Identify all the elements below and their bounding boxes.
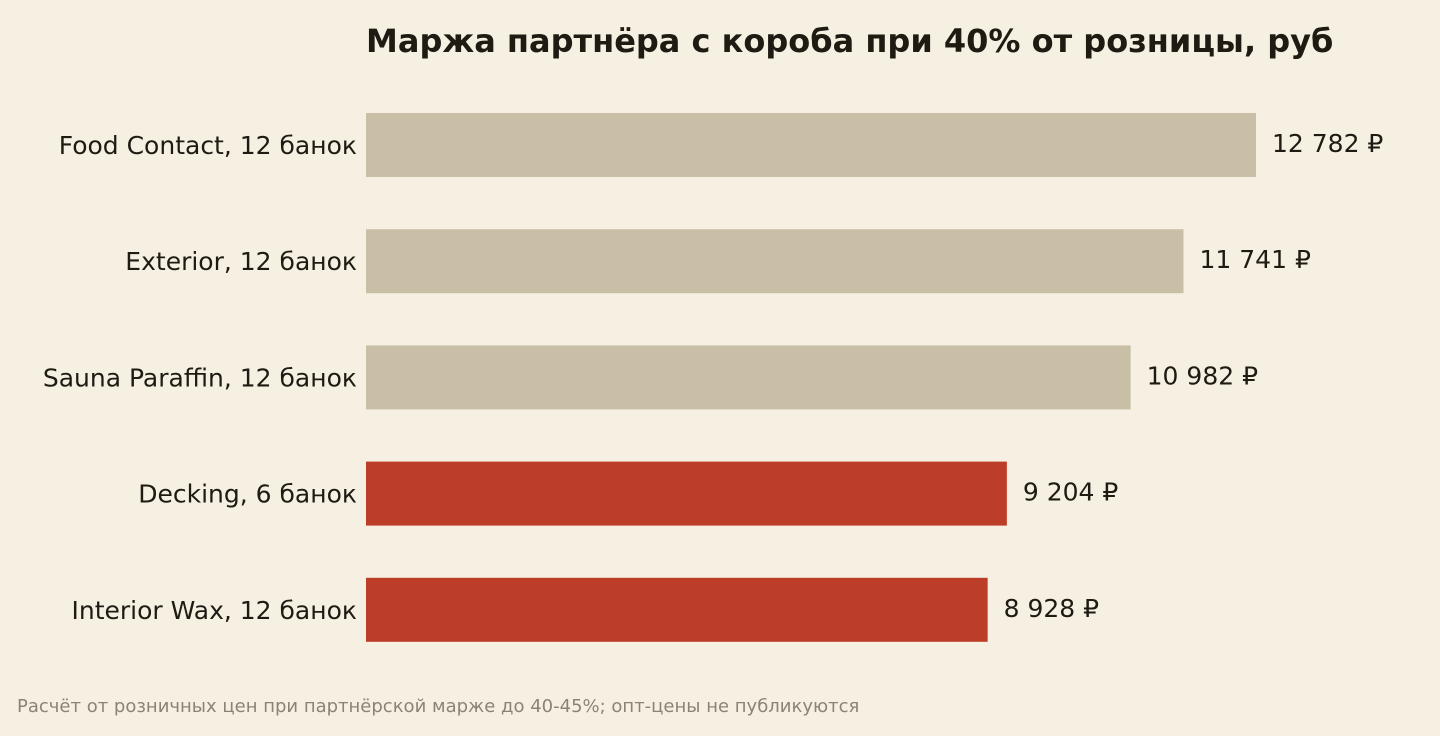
- bar-2: [366, 229, 1184, 294]
- category-label-3: Sauna Paraffin, 12 банок: [43, 363, 357, 392]
- category-label-1: Food Contact, 12 банок: [59, 131, 357, 160]
- bar-1: [366, 113, 1256, 177]
- value-label-5: 8 928 ₽: [1004, 594, 1100, 623]
- value-label-4: 9 204 ₽: [1023, 478, 1119, 507]
- bar-3: [366, 345, 1131, 410]
- bar-4: [366, 461, 1007, 526]
- category-label-2: Exterior, 12 банок: [125, 247, 357, 276]
- value-labels-group: 12 782 ₽ 11 741 ₽ 10 982 ₽ 9 204 ₽ 8 928 ₽: [1004, 129, 1384, 623]
- value-label-2: 11 741 ₽: [1200, 245, 1311, 274]
- value-label-1: 12 782 ₽: [1272, 129, 1383, 158]
- category-label-4: Decking, 6 банок: [138, 480, 357, 509]
- category-label-5: Interior Wax, 12 банок: [71, 596, 357, 625]
- bar-5: [366, 577, 988, 642]
- category-labels-group: Food Contact, 12 банок Exterior, 12 банок…: [43, 131, 357, 625]
- chart-title: Маржа партнёра с короба при 40% от розни…: [366, 22, 1333, 60]
- bars-group: [366, 113, 1256, 642]
- chart-footnote: Расчёт от розничных цен при партнёрской …: [17, 696, 860, 717]
- value-label-3: 10 982 ₽: [1147, 361, 1258, 390]
